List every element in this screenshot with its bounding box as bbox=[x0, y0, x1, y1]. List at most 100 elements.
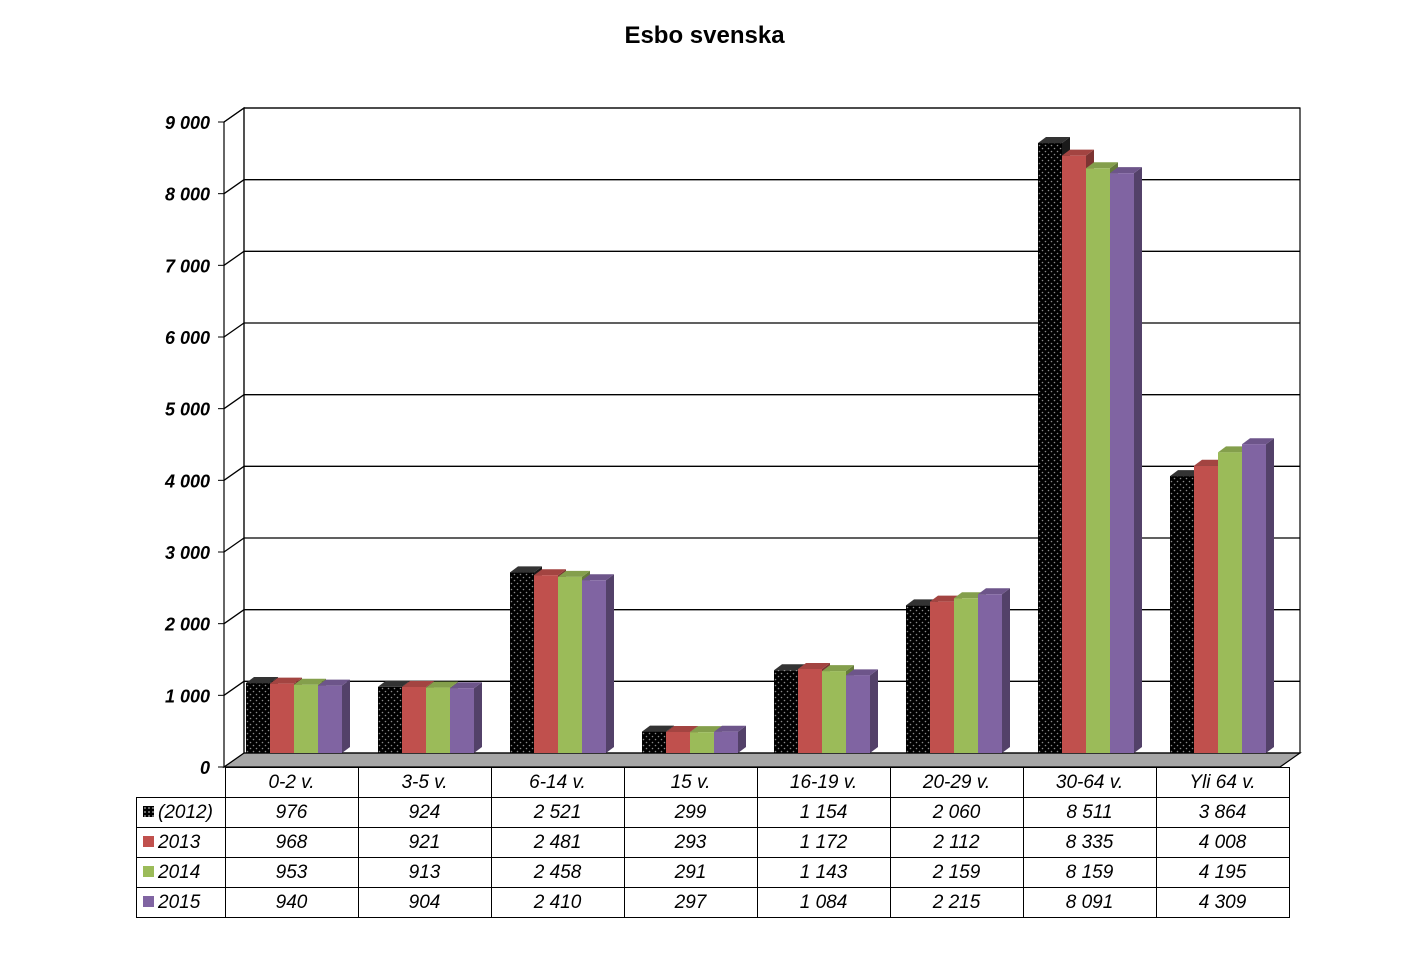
legend-key bbox=[143, 835, 154, 847]
data-label: 1 154 bbox=[756, 797, 891, 828]
bar-front bbox=[510, 572, 534, 753]
bar bbox=[714, 725, 746, 753]
bar bbox=[1242, 438, 1274, 753]
bar bbox=[846, 669, 878, 753]
data-label: 976 bbox=[224, 797, 359, 828]
data-label: 291 bbox=[623, 857, 758, 888]
bar-top bbox=[798, 663, 830, 670]
bar-front bbox=[294, 684, 318, 753]
series-label: 2013 bbox=[136, 827, 226, 858]
table-row: 2014 953 913 2 458 291 1 143 2 159 8 159 4 195 bbox=[136, 857, 1290, 888]
y-tick-label: 7 000 bbox=[165, 256, 210, 276]
series-name: 2013 bbox=[158, 831, 201, 853]
gridline bbox=[223, 465, 1300, 481]
category-label: Yli 64 v. bbox=[1155, 767, 1290, 798]
gridline bbox=[223, 250, 1300, 266]
bar-front bbox=[690, 732, 714, 753]
table-corner bbox=[136, 767, 226, 798]
bar-side bbox=[474, 682, 482, 753]
gridline bbox=[223, 179, 1300, 195]
bar-top bbox=[846, 669, 878, 676]
table-row: (2012) 976 924 2 521 299 1 154 2 060 8 511 3 864 bbox=[136, 797, 1290, 828]
y-tick-label: 2 000 bbox=[164, 615, 210, 635]
bar-front bbox=[450, 688, 474, 753]
data-label: 8 335 bbox=[1022, 827, 1157, 858]
y-tick-label: 4 000 bbox=[164, 471, 210, 491]
legend-key bbox=[143, 895, 154, 907]
bar-front bbox=[666, 732, 690, 753]
gridline bbox=[223, 322, 1300, 338]
bar-front bbox=[1170, 476, 1194, 753]
bar-side bbox=[870, 669, 878, 753]
gridline bbox=[223, 537, 1300, 553]
bar-front bbox=[798, 669, 822, 753]
data-label: 299 bbox=[623, 797, 758, 828]
bar-front bbox=[558, 576, 582, 753]
bar bbox=[582, 574, 614, 753]
bar-top bbox=[666, 726, 698, 733]
bar-front bbox=[906, 605, 930, 753]
bar bbox=[450, 682, 482, 753]
bar-side bbox=[342, 679, 350, 753]
bar-front bbox=[1038, 143, 1062, 754]
series-label: (2012) bbox=[136, 797, 226, 828]
plot-side-wall bbox=[223, 106, 245, 769]
bar-top bbox=[714, 725, 746, 732]
bar-front bbox=[714, 731, 738, 753]
data-label: 968 bbox=[224, 827, 359, 858]
data-label: 1 084 bbox=[756, 887, 891, 918]
data-label: 293 bbox=[623, 827, 758, 858]
data-label: 2 060 bbox=[889, 797, 1024, 828]
data-label: 2 112 bbox=[889, 827, 1024, 858]
data-label: 3 864 bbox=[1155, 797, 1290, 828]
bar-top bbox=[690, 726, 722, 733]
bar bbox=[978, 588, 1010, 753]
bar-front bbox=[246, 683, 270, 753]
data-label: 8 159 bbox=[1022, 857, 1157, 888]
bar-top bbox=[642, 725, 674, 732]
data-label: 2 521 bbox=[490, 797, 625, 828]
category-label: 0-2 v. bbox=[224, 767, 359, 798]
bar-side bbox=[1134, 167, 1142, 753]
bar-front bbox=[930, 601, 954, 753]
bar-front bbox=[582, 580, 606, 753]
series-label: 2014 bbox=[136, 857, 226, 888]
series-name: (2012) bbox=[158, 801, 213, 823]
data-label: 921 bbox=[357, 827, 492, 858]
plot-floor bbox=[222, 752, 1302, 768]
table-header-row: 0-2 v. 3-5 v. 6-14 v. 15 v. 16-19 v. 20-29 v.… bbox=[136, 767, 1290, 798]
data-label: 904 bbox=[357, 887, 492, 918]
bar-top bbox=[270, 677, 302, 684]
bar-top bbox=[1086, 162, 1118, 169]
bar-top bbox=[1242, 438, 1274, 445]
bar-front bbox=[1062, 155, 1086, 754]
legend-key bbox=[143, 865, 154, 877]
bar-side bbox=[738, 725, 746, 753]
bar-top bbox=[1110, 167, 1142, 174]
y-tick-label: 8 000 bbox=[165, 185, 210, 205]
bar-front bbox=[318, 685, 342, 753]
table-row: 2013 968 921 2 481 293 1 172 2 112 8 335 4 008 bbox=[136, 827, 1290, 858]
bar-front bbox=[1110, 173, 1134, 753]
bar-top bbox=[534, 569, 566, 576]
chart-title: Esbo svenska bbox=[624, 22, 785, 49]
bar-top bbox=[510, 566, 542, 573]
bar-front bbox=[426, 687, 450, 753]
bar-top bbox=[426, 681, 458, 688]
series-name: 2015 bbox=[158, 891, 201, 913]
data-label: 297 bbox=[623, 887, 758, 918]
y-tick-label: 9 000 bbox=[165, 113, 210, 133]
legend-key bbox=[143, 805, 154, 817]
data-label: 8 091 bbox=[1022, 887, 1157, 918]
bar-top bbox=[318, 679, 350, 686]
bar-top bbox=[294, 678, 326, 685]
category-label: 30-64 v. bbox=[1022, 767, 1157, 798]
series-label: 2015 bbox=[136, 887, 226, 918]
bar bbox=[318, 679, 350, 753]
data-label: 913 bbox=[357, 857, 492, 888]
bar-front bbox=[774, 670, 798, 753]
bar-front bbox=[1218, 452, 1242, 753]
bar-side bbox=[606, 574, 614, 753]
y-tick-label: 3 000 bbox=[165, 543, 210, 563]
